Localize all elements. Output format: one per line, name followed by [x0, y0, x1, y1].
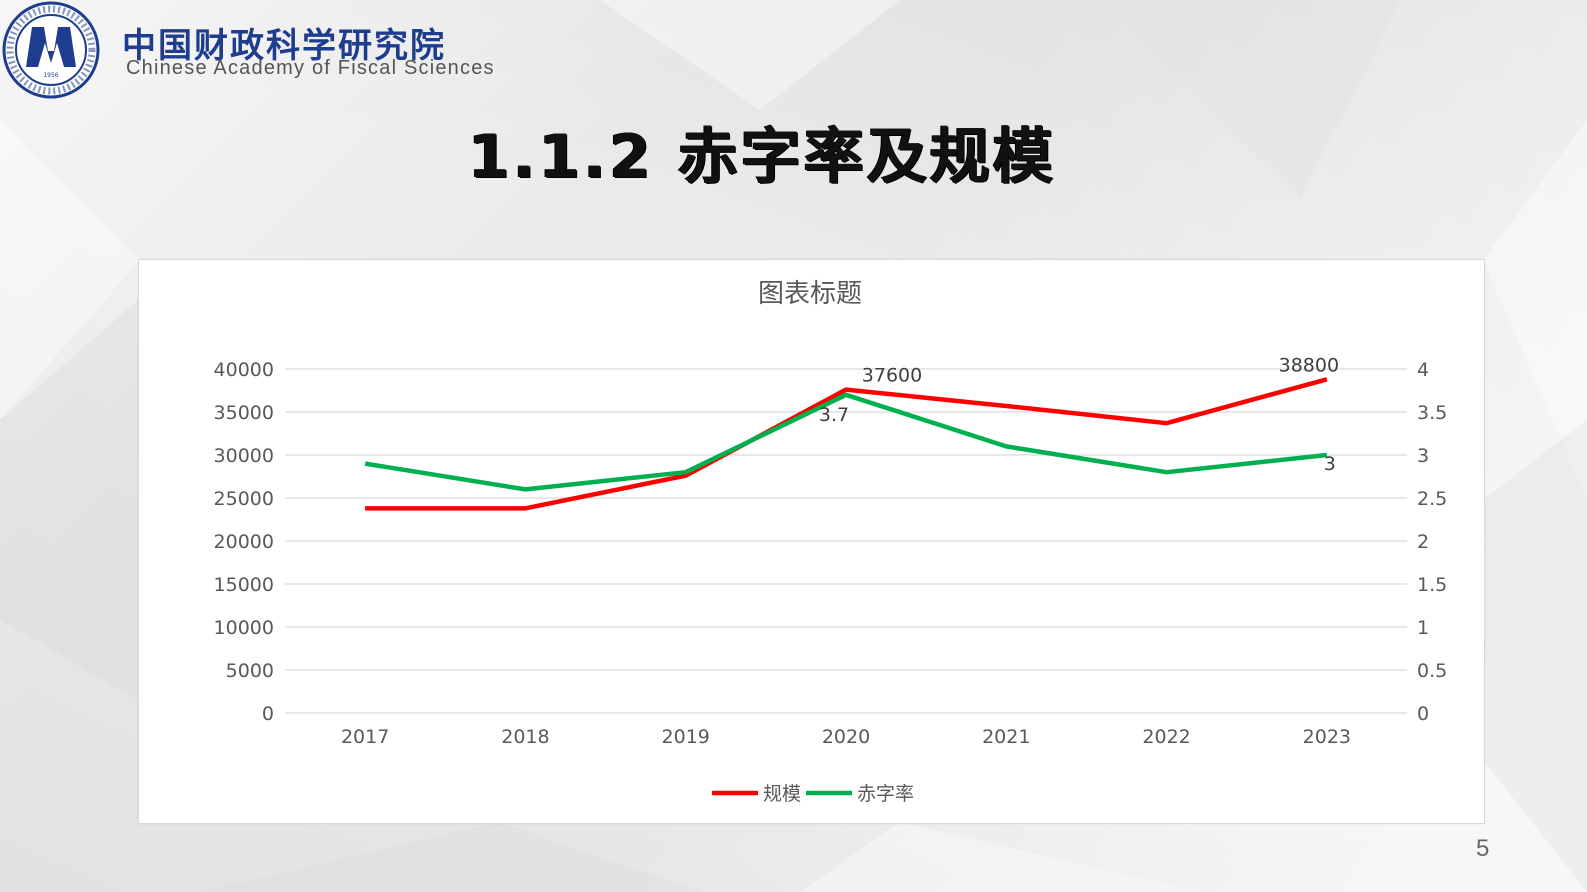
x-tick-label: 2022: [1142, 726, 1190, 748]
org-name-english: Chinese Academy of Fiscal Sciences: [126, 57, 495, 79]
data-labels: 37600 38800 3.7 3: [819, 354, 1339, 475]
x-tick-label: 2023: [1303, 726, 1351, 748]
y-axis-left-labels: 0 5000 10000 15000 20000 25000 30000 35000 40000: [214, 359, 274, 725]
y-tick-label: 25000: [214, 488, 274, 510]
y-tick-label: 30000: [214, 445, 274, 467]
y2-tick-label: 1: [1417, 617, 1429, 639]
legend-label: 规模: [763, 783, 801, 805]
y2-tick-label: 2.5: [1417, 488, 1447, 510]
org-name-chinese: 中国财政科学研究院: [122, 26, 446, 66]
series-lines: [364, 377, 1328, 511]
chart-title: 图表标题: [758, 279, 862, 309]
y-axis-right-labels: 0 0.5 1 1.5 2 2.5 3 3.5 4: [1417, 359, 1447, 725]
y-tick-label: 5000: [226, 660, 274, 682]
y2-tick-label: 3: [1417, 445, 1429, 467]
data-label: 37600: [862, 365, 922, 387]
x-tick-label: 2018: [501, 726, 549, 748]
legend-item-规模[interactable]: 规模: [712, 783, 801, 805]
y-tick-label: 10000: [214, 617, 274, 639]
y-tick-label: 20000: [214, 531, 274, 553]
data-label: 38800: [1279, 354, 1339, 376]
y2-tick-label: 3.5: [1417, 402, 1447, 424]
chart-legend[interactable]: 规模 赤字率: [712, 783, 914, 805]
x-tick-label: 2019: [662, 726, 710, 748]
y2-tick-label: 1.5: [1417, 574, 1447, 596]
x-tick-label: 2020: [822, 726, 870, 748]
gridlines: [285, 368, 1407, 714]
y-tick-label: 35000: [214, 402, 274, 424]
page-number: 5: [1476, 835, 1490, 862]
x-axis-labels: 2017 2018 2019 2020 2021 2022 2023: [341, 726, 1351, 748]
data-label: 3: [1324, 453, 1336, 475]
legend-item-赤字率[interactable]: 赤字率: [806, 783, 914, 805]
x-tick-label: 2021: [982, 726, 1030, 748]
svg-text:1956: 1956: [43, 72, 58, 79]
y2-tick-label: 0.5: [1417, 660, 1447, 682]
slide-title: 1.1.2 赤字率及规模: [468, 122, 1056, 192]
legend-label: 赤字率: [857, 783, 914, 805]
series-line-规模[interactable]: [365, 377, 1328, 511]
y-tick-label: 0: [262, 703, 274, 725]
y2-tick-label: 4: [1417, 359, 1429, 381]
y-tick-label: 15000: [214, 574, 274, 596]
academy-logo-icon: 1956: [2, 1, 100, 99]
data-label: 3.7: [819, 404, 849, 426]
y2-tick-label: 2: [1417, 531, 1429, 553]
series-line-赤字率[interactable]: [364, 392, 1328, 492]
y2-tick-label: 0: [1417, 703, 1429, 725]
x-tick-label: 2017: [341, 726, 389, 748]
y-tick-label: 40000: [214, 359, 274, 381]
